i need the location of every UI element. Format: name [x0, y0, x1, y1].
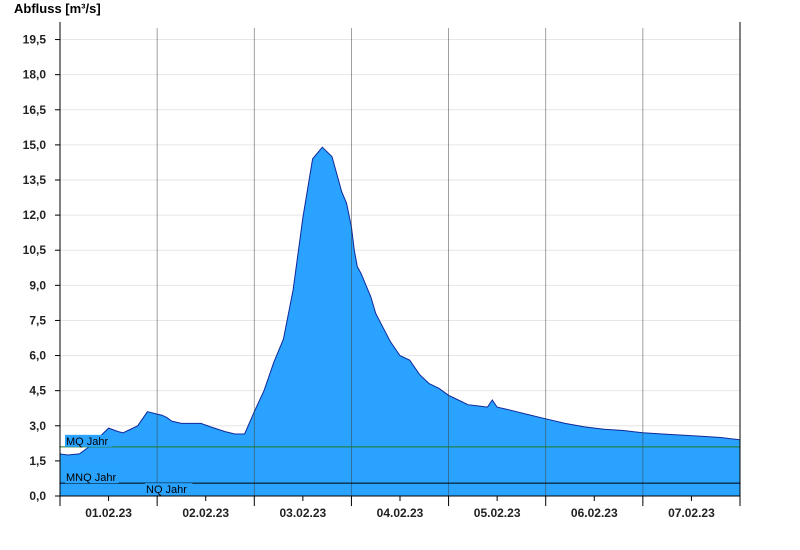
y-tick-label-10: 15,0 — [23, 138, 47, 152]
x-tick-label-1: 02.02.23 — [182, 506, 229, 520]
x-tick-label-2: 03.02.23 — [279, 506, 326, 520]
day-separator-lines — [156, 28, 644, 496]
grid-layer — [60, 39, 740, 462]
x-tick-label-4: 05.02.23 — [474, 506, 521, 520]
x-tick-label-5: 06.02.23 — [571, 506, 618, 520]
ref-label-bg-0 — [65, 434, 113, 447]
x-tick-label-6: 07.02.23 — [668, 506, 715, 520]
y-tick-label-13: 19,5 — [23, 33, 47, 47]
y-tick-label-6: 9,0 — [29, 278, 46, 292]
y-tick-label-8: 12,0 — [23, 208, 47, 222]
y-tick-label-7: 10,5 — [23, 243, 47, 257]
ref-label-2: NQ Jahr — [146, 484, 187, 496]
x-tick-label-3: 04.02.23 — [377, 506, 424, 520]
y-tick-label-12: 18,0 — [23, 68, 47, 82]
y-axis-label: Abfluss [m³/s] — [14, 1, 101, 16]
y-tick-label-5: 7,5 — [29, 313, 46, 327]
ref-label-bg-2 — [145, 483, 193, 496]
y-axis-ticks: 0,0 1,5 3,0 4,5 6,0 7,5 9,0 10,5 12,0 13,5 15,0 16,… — [23, 33, 60, 503]
ref-label-0: MQ Jahr — [66, 436, 109, 448]
y-tick-label-4: 6,0 — [29, 349, 46, 363]
y-tick-label-11: 16,5 — [23, 103, 47, 117]
y-tick-label-3: 4,5 — [29, 384, 46, 398]
y-tick-label-2: 3,0 — [29, 419, 46, 433]
y-tick-label-0: 0,0 — [29, 489, 46, 503]
discharge-area — [59, 146, 741, 497]
ref-label-1: MNQ Jahr — [66, 472, 116, 484]
reference-lines: MQ Jahr MNQ Jahr NQ Jahr — [60, 434, 740, 496]
ref-label-bg-1 — [65, 471, 119, 484]
y-tick-label-9: 13,5 — [23, 173, 47, 187]
x-tick-label-0: 01.02.23 — [85, 506, 132, 520]
x-axis-ticks: 01.02.23 02.02.23 03.02.23 04.02.23 05.02.23… — [59, 496, 741, 520]
y-tick-label-1: 1,5 — [29, 454, 46, 468]
